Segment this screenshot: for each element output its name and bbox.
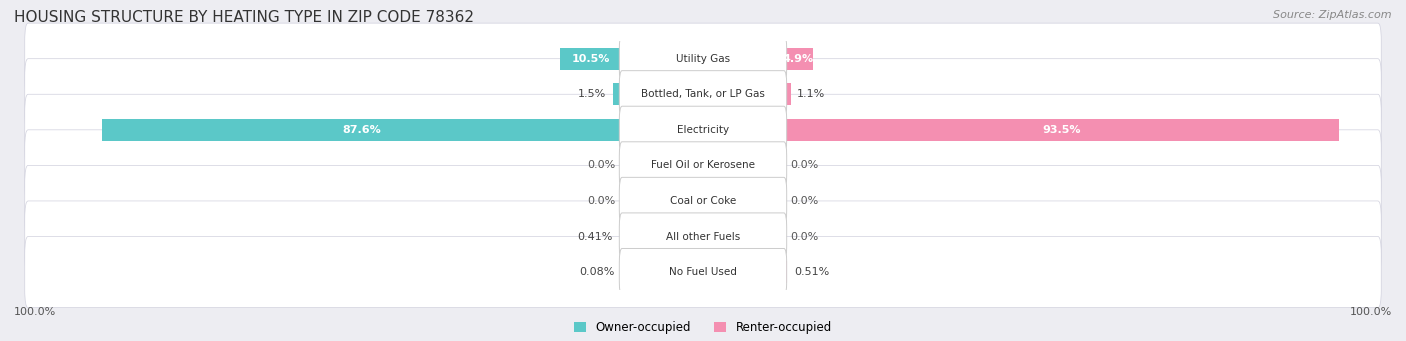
Text: All other Fuels: All other Fuels	[666, 232, 740, 241]
Text: 1.5%: 1.5%	[578, 89, 606, 99]
Text: 0.51%: 0.51%	[794, 267, 830, 277]
Text: 87.6%: 87.6%	[343, 125, 381, 135]
Text: Utility Gas: Utility Gas	[676, 54, 730, 64]
FancyBboxPatch shape	[619, 249, 787, 296]
FancyBboxPatch shape	[619, 71, 787, 118]
FancyBboxPatch shape	[619, 213, 787, 260]
Text: 4.9%: 4.9%	[783, 54, 814, 64]
FancyBboxPatch shape	[25, 165, 1381, 237]
Text: 93.5%: 93.5%	[1042, 125, 1081, 135]
Text: 1.1%: 1.1%	[797, 89, 825, 99]
FancyBboxPatch shape	[619, 106, 787, 153]
Text: Source: ZipAtlas.com: Source: ZipAtlas.com	[1274, 10, 1392, 20]
FancyBboxPatch shape	[25, 23, 1381, 94]
Text: Bottled, Tank, or LP Gas: Bottled, Tank, or LP Gas	[641, 89, 765, 99]
Bar	[785, 261, 787, 283]
Bar	[785, 83, 790, 105]
Text: Fuel Oil or Kerosene: Fuel Oil or Kerosene	[651, 160, 755, 170]
Text: 100.0%: 100.0%	[14, 307, 56, 317]
Bar	[785, 48, 813, 70]
Bar	[613, 83, 621, 105]
Text: 0.08%: 0.08%	[579, 267, 614, 277]
FancyBboxPatch shape	[619, 177, 787, 224]
Bar	[101, 119, 621, 141]
Text: 0.0%: 0.0%	[790, 232, 818, 241]
Text: 0.41%: 0.41%	[578, 232, 613, 241]
Text: 0.0%: 0.0%	[588, 196, 616, 206]
FancyBboxPatch shape	[619, 142, 787, 189]
Text: 10.5%: 10.5%	[572, 54, 610, 64]
Text: Electricity: Electricity	[676, 125, 730, 135]
Bar	[560, 48, 621, 70]
FancyBboxPatch shape	[25, 201, 1381, 272]
FancyBboxPatch shape	[25, 237, 1381, 308]
Legend: Owner-occupied, Renter-occupied: Owner-occupied, Renter-occupied	[569, 316, 837, 339]
Bar	[785, 119, 1340, 141]
Text: HOUSING STRUCTURE BY HEATING TYPE IN ZIP CODE 78362: HOUSING STRUCTURE BY HEATING TYPE IN ZIP…	[14, 10, 474, 25]
FancyBboxPatch shape	[25, 94, 1381, 165]
Text: No Fuel Used: No Fuel Used	[669, 267, 737, 277]
FancyBboxPatch shape	[25, 130, 1381, 201]
Text: 0.0%: 0.0%	[588, 160, 616, 170]
Bar	[620, 225, 621, 248]
Text: 0.0%: 0.0%	[790, 160, 818, 170]
Text: 100.0%: 100.0%	[1350, 307, 1392, 317]
Text: 0.0%: 0.0%	[790, 196, 818, 206]
FancyBboxPatch shape	[25, 59, 1381, 130]
FancyBboxPatch shape	[619, 35, 787, 82]
Text: Coal or Coke: Coal or Coke	[669, 196, 737, 206]
